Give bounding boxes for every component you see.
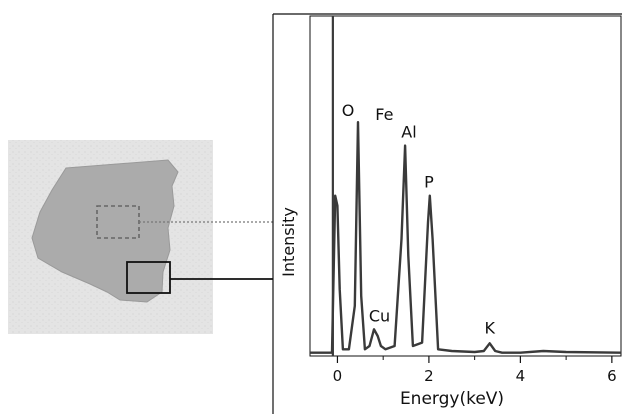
x-axis-label: Energy(keV) xyxy=(400,389,504,409)
peak-label-k: K xyxy=(484,318,495,337)
y-axis-label: Intensity xyxy=(279,207,298,277)
x-axis-tick-labels: 0 2 4 6 xyxy=(333,367,617,385)
peak-label-p: P xyxy=(424,173,434,192)
spectrum-series-line xyxy=(310,120,622,354)
sample-fragment xyxy=(31,159,179,303)
solid-region-marker xyxy=(126,261,171,294)
x-axis-ticks xyxy=(336,356,613,363)
peak-label-o: O xyxy=(342,101,355,120)
x-tick-label: 6 xyxy=(607,367,617,385)
peak-labels: O Fe Al P Cu K xyxy=(342,101,496,337)
x-tick-label: 2 xyxy=(424,367,434,385)
plot-area xyxy=(309,15,622,357)
x-tick-label: 0 xyxy=(333,367,343,385)
peak-label-fe: Fe xyxy=(375,105,393,124)
sample-photo xyxy=(8,140,213,334)
x-tick-label: 4 xyxy=(516,367,526,385)
peak-label-al: Al xyxy=(401,123,416,142)
peak-label-cu: Cu xyxy=(369,306,390,325)
